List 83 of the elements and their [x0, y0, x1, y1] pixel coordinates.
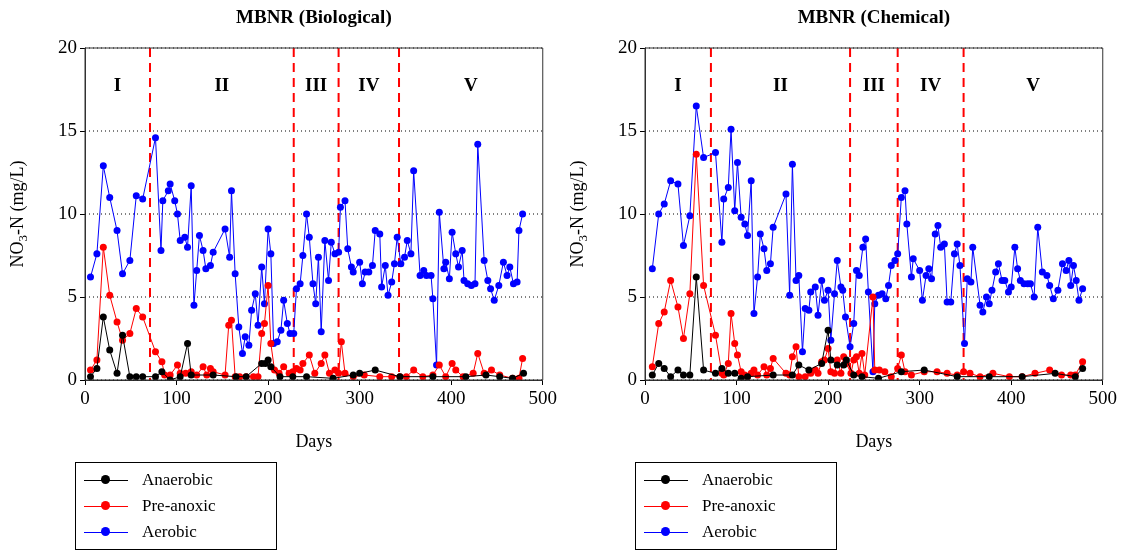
annotation: I — [113, 73, 122, 95]
x-axis-title: Days — [855, 430, 893, 451]
point — [711, 369, 719, 377]
point — [520, 369, 528, 377]
point — [106, 346, 114, 354]
point — [356, 369, 364, 377]
point — [151, 373, 159, 380]
point — [267, 363, 275, 371]
annotation: V — [1026, 73, 1041, 95]
point — [660, 364, 668, 372]
y-tick-label: 0 — [67, 367, 77, 389]
point — [648, 371, 656, 379]
point — [126, 373, 134, 380]
x-tick-label: 300 — [905, 387, 934, 409]
x-tick-label: 300 — [345, 387, 374, 409]
y-tick-label: 5 — [67, 284, 77, 306]
point — [700, 366, 708, 374]
point — [769, 371, 777, 379]
point — [276, 373, 284, 380]
point — [86, 373, 94, 380]
legend-label: Aerobic — [702, 522, 757, 542]
x-tick-label: 200 — [813, 387, 843, 409]
legend-label: Anaerobic — [702, 470, 773, 490]
point — [692, 273, 700, 281]
legend-label: Pre-anoxic — [142, 496, 216, 516]
legend-label: Pre-anoxic — [702, 496, 776, 516]
annotation: I — [674, 73, 682, 95]
point — [93, 364, 101, 372]
point — [1051, 369, 1059, 377]
point — [795, 361, 803, 369]
y-tick-label: 0 — [627, 367, 637, 389]
point — [667, 373, 675, 380]
x-axis-title: Days — [295, 430, 333, 451]
x-tick-label: 500 — [1088, 387, 1117, 409]
x-tick-label: 400 — [996, 387, 1026, 409]
y-tick-label: 15 — [58, 118, 77, 140]
chart-title: MBNR (Biological) — [236, 5, 392, 28]
point — [674, 366, 682, 374]
x-tick-label: 100 — [162, 387, 191, 409]
y-tick-label: 15 — [618, 118, 637, 140]
point — [119, 331, 127, 339]
annotation: II — [214, 73, 230, 95]
point — [679, 371, 687, 379]
point — [724, 369, 732, 377]
annotation: II — [773, 73, 788, 95]
x-tick-label: 500 — [528, 387, 557, 409]
point — [718, 364, 726, 372]
legend-label: Aerobic — [142, 522, 197, 542]
point — [824, 326, 832, 334]
annotation: III — [862, 73, 885, 95]
point — [985, 373, 993, 380]
y-axis-title: NO3-N (mg/L) — [6, 160, 30, 268]
y-tick-label: 5 — [627, 284, 637, 306]
point — [289, 373, 297, 380]
y-axis-title: NO3-N (mg/L) — [566, 160, 590, 268]
point — [827, 356, 835, 364]
point — [833, 361, 841, 369]
point — [184, 339, 192, 347]
point — [303, 373, 311, 380]
y-tick-label: 10 — [58, 201, 77, 223]
x-tick-label: 100 — [722, 387, 751, 409]
annotation: IV — [920, 73, 942, 95]
point — [897, 368, 905, 376]
point — [731, 369, 739, 377]
point — [113, 369, 121, 377]
point — [139, 373, 147, 380]
point — [655, 359, 663, 367]
y-tick-label: 20 — [58, 35, 77, 57]
annotation: IV — [358, 73, 380, 95]
x-tick-label: 400 — [436, 387, 466, 409]
x-tick-label: 200 — [253, 387, 283, 409]
point — [371, 366, 379, 374]
chart-title: MBNR (Chemical) — [797, 5, 951, 28]
y-tick-label: 20 — [618, 35, 637, 57]
point — [99, 313, 107, 321]
point — [686, 371, 694, 379]
annotation: V — [464, 73, 479, 95]
annotation: III — [305, 73, 328, 95]
point — [1079, 364, 1087, 372]
point — [874, 374, 882, 380]
legend-label: Anaerobic — [142, 470, 213, 490]
y-tick-label: 10 — [618, 201, 637, 223]
point — [176, 373, 184, 380]
